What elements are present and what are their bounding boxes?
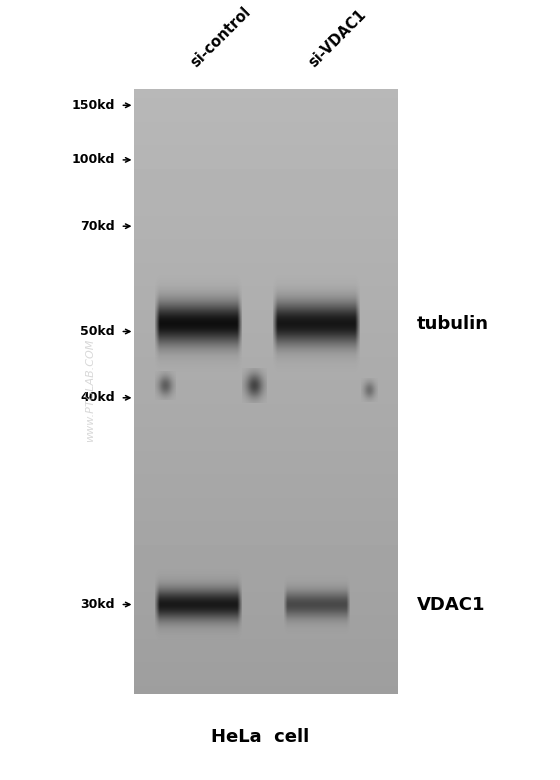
Bar: [134, 90, 398, 694]
Text: HeLa  cell: HeLa cell: [211, 728, 310, 746]
Text: 50kd: 50kd: [80, 325, 115, 338]
Text: si-control: si-control: [188, 4, 254, 70]
Text: 150kd: 150kd: [72, 99, 115, 112]
Text: 40kd: 40kd: [80, 392, 115, 404]
Text: www.PTGLAB.COM: www.PTGLAB.COM: [85, 339, 95, 441]
Text: si-VDAC1: si-VDAC1: [306, 7, 369, 70]
Text: tubulin: tubulin: [417, 314, 489, 333]
Text: 30kd: 30kd: [80, 598, 115, 611]
Text: 100kd: 100kd: [72, 154, 115, 166]
Text: 70kd: 70kd: [80, 220, 115, 232]
Text: VDAC1: VDAC1: [417, 595, 486, 614]
